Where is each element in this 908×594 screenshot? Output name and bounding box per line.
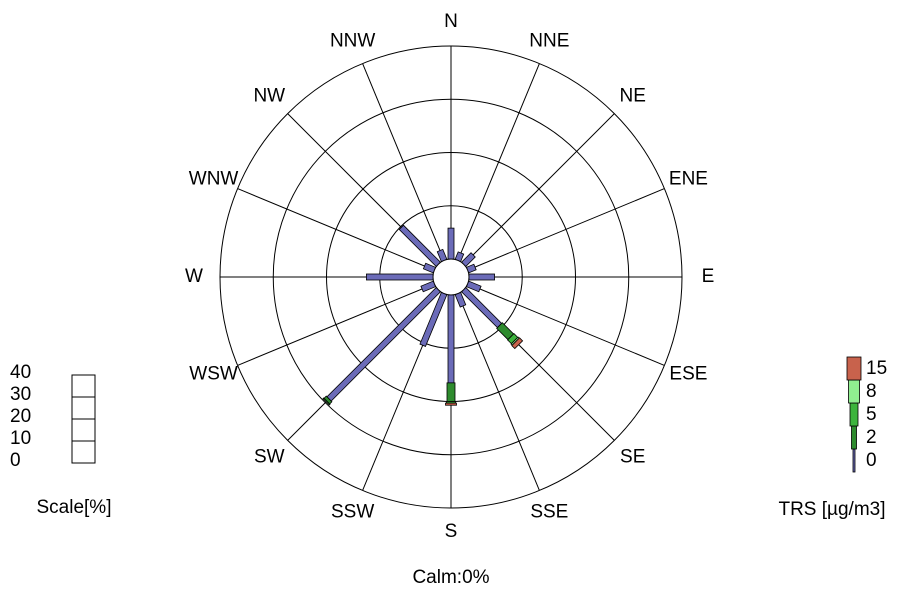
scale-tick-label: 30 bbox=[10, 384, 31, 405]
legend-label: 8 bbox=[866, 381, 877, 402]
scale-box bbox=[71, 396, 96, 420]
bar-segment bbox=[454, 251, 465, 263]
legend-label: 2 bbox=[866, 427, 877, 448]
scale-tick-label: 10 bbox=[10, 428, 31, 449]
direction-bars bbox=[454, 251, 465, 263]
direction-label: NNE bbox=[529, 30, 569, 51]
direction-label: NE bbox=[620, 86, 646, 107]
direction-bars bbox=[468, 273, 495, 281]
bar-segment bbox=[446, 382, 456, 402]
bar-segment bbox=[419, 291, 448, 347]
direction-bars bbox=[366, 273, 434, 281]
direction-label: SE bbox=[620, 446, 645, 467]
spoke bbox=[467, 283, 665, 366]
direction-label: ESE bbox=[669, 364, 707, 385]
bar-segment bbox=[447, 294, 455, 384]
spoke bbox=[237, 188, 435, 271]
legend-swatch bbox=[852, 448, 856, 473]
direction-label: SW bbox=[254, 446, 285, 467]
scale-box bbox=[71, 374, 96, 398]
direction-label: W bbox=[185, 266, 203, 287]
spoke bbox=[457, 293, 540, 491]
bar-segment bbox=[461, 252, 476, 267]
legend-swatch bbox=[849, 402, 859, 427]
legend-swatch bbox=[846, 356, 862, 381]
legend-title: TRS [µg/m3] bbox=[778, 499, 885, 520]
direction-label: ENE bbox=[669, 168, 708, 189]
scale-box bbox=[71, 440, 96, 464]
bar-segment bbox=[436, 248, 448, 263]
spoke bbox=[362, 63, 445, 261]
direction-bars bbox=[454, 291, 467, 308]
direction-label: S bbox=[445, 521, 458, 542]
bar-segment bbox=[465, 280, 482, 293]
legend-swatch bbox=[851, 425, 857, 450]
direction-bars bbox=[419, 291, 448, 347]
direction-label: N bbox=[444, 11, 458, 32]
direction-bars bbox=[398, 224, 441, 267]
direction-label: WSW bbox=[189, 364, 238, 385]
legend-swatch bbox=[848, 379, 860, 404]
spoke bbox=[463, 113, 615, 265]
bar-segment bbox=[398, 224, 441, 267]
direction-bars bbox=[465, 280, 482, 293]
legend-label: 5 bbox=[866, 404, 877, 425]
bar-segment bbox=[366, 273, 434, 281]
bar-segment bbox=[454, 291, 467, 308]
direction-bars bbox=[461, 287, 524, 350]
bar-segment bbox=[465, 263, 477, 274]
direction-bars bbox=[436, 248, 448, 263]
legend-label: 15 bbox=[866, 358, 887, 379]
scale-tick-label: 0 bbox=[10, 450, 21, 471]
direction-label: SSE bbox=[530, 502, 568, 523]
direction-bars bbox=[447, 227, 455, 260]
scale-tick-label: 20 bbox=[10, 406, 31, 427]
spoke bbox=[467, 188, 665, 271]
direction-label: E bbox=[702, 266, 715, 287]
bar-segment bbox=[468, 273, 495, 281]
direction-label: NW bbox=[253, 86, 285, 107]
direction-bars bbox=[422, 262, 437, 274]
direction-label: NNW bbox=[330, 30, 375, 51]
bar-segment bbox=[461, 287, 503, 329]
direction-label: WNW bbox=[189, 168, 239, 189]
bar-segment bbox=[447, 227, 455, 260]
legend-label: 0 bbox=[866, 450, 877, 471]
bar-segment bbox=[445, 402, 457, 406]
direction-label: SSW bbox=[331, 502, 374, 523]
bar-segment bbox=[322, 397, 331, 406]
direction-bars bbox=[445, 294, 457, 406]
direction-bars bbox=[322, 287, 441, 406]
spoke bbox=[237, 283, 435, 366]
bar-segment bbox=[511, 337, 524, 350]
direction-bars bbox=[420, 280, 437, 293]
scale-label: Scale[%] bbox=[37, 497, 112, 518]
spoke bbox=[457, 63, 540, 261]
scale-tick-label: 40 bbox=[10, 362, 31, 383]
bar-segment bbox=[422, 262, 437, 274]
calm-label: Calm:0% bbox=[412, 567, 489, 588]
bar-segment bbox=[420, 280, 437, 293]
direction-bars bbox=[461, 252, 476, 267]
scale-box bbox=[71, 418, 96, 442]
direction-bars bbox=[465, 263, 477, 274]
